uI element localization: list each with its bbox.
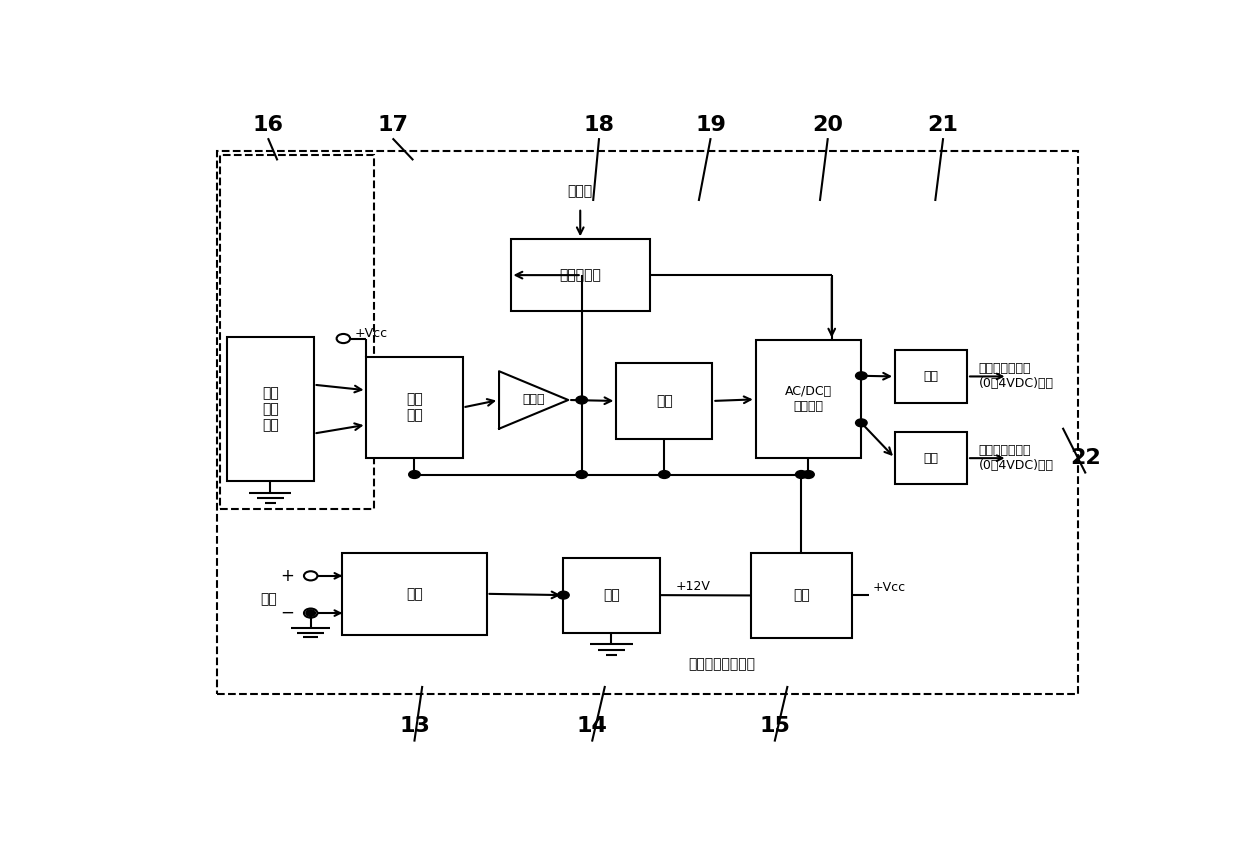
Circle shape [306, 610, 315, 616]
Text: 动载荷信号处理器: 动载荷信号处理器 [688, 657, 755, 671]
Text: 18: 18 [584, 115, 615, 135]
Circle shape [796, 470, 807, 479]
Text: 变换: 变换 [792, 588, 810, 603]
Circle shape [856, 419, 867, 427]
Bar [616, 363, 712, 439]
Text: 22: 22 [1070, 448, 1101, 468]
Text: 19: 19 [696, 115, 725, 135]
Bar [563, 558, 660, 633]
Text: 14: 14 [577, 717, 608, 736]
Bar [755, 340, 862, 458]
Bar [751, 553, 852, 638]
Text: 滤波
整形: 滤波 整形 [405, 392, 423, 423]
Text: 第二路直流电压
(0～4VDC)输出: 第二路直流电压 (0～4VDC)输出 [978, 444, 1054, 472]
Polygon shape [498, 371, 568, 429]
Bar [895, 432, 967, 484]
Text: 滤波: 滤波 [656, 394, 673, 408]
Circle shape [802, 470, 815, 479]
Text: 滤波: 滤波 [924, 452, 939, 464]
Circle shape [856, 372, 867, 380]
Bar [895, 351, 967, 402]
Circle shape [409, 470, 420, 479]
Text: 15: 15 [759, 717, 790, 736]
Text: 13: 13 [399, 717, 430, 736]
Text: 滤波、放大: 滤波、放大 [559, 268, 601, 282]
Circle shape [558, 591, 569, 599]
Circle shape [575, 470, 588, 479]
Bar [221, 155, 374, 509]
Text: 动载
荷传
感器: 动载 荷传 感器 [262, 386, 279, 432]
Bar [227, 337, 314, 481]
Text: 17: 17 [378, 115, 409, 135]
Text: 稳压: 稳压 [603, 588, 620, 602]
Text: +Vcc: +Vcc [873, 581, 906, 594]
Bar [217, 151, 1078, 694]
Text: AC/DC变
换、放大: AC/DC变 换、放大 [785, 385, 832, 413]
Text: 16: 16 [253, 115, 284, 135]
Bar [367, 357, 463, 458]
Bar [511, 239, 650, 311]
Text: 预放大: 预放大 [522, 393, 544, 407]
Text: 20: 20 [812, 115, 843, 135]
Text: 电源: 电源 [260, 592, 277, 605]
Text: +: + [280, 567, 295, 585]
Text: +Vcc: +Vcc [355, 327, 388, 340]
Circle shape [575, 396, 588, 404]
Text: +12V: +12V [676, 581, 711, 593]
Text: 第一路直流电压
(0～4VDC)输出: 第一路直流电压 (0～4VDC)输出 [978, 363, 1054, 391]
Text: 21: 21 [928, 115, 959, 135]
Text: −: − [280, 604, 295, 622]
Text: 观测端: 观测端 [568, 184, 593, 199]
Bar [342, 553, 486, 635]
Circle shape [658, 470, 670, 479]
Text: 滤波: 滤波 [924, 370, 939, 383]
Text: 滤波: 滤波 [405, 587, 423, 601]
